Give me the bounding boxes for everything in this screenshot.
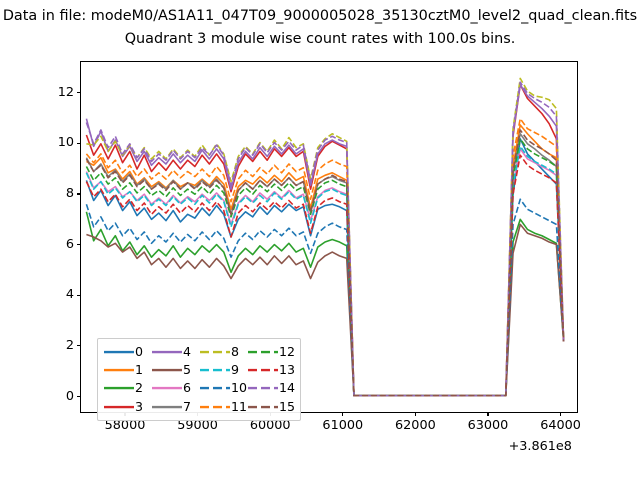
x-tick-label: 59000 xyxy=(177,418,218,433)
series-canvas xyxy=(85,77,565,397)
legend-swatch-1 xyxy=(103,361,135,379)
legend-row: 1 5 9 13 xyxy=(103,361,295,379)
legend-line-sample xyxy=(151,361,183,379)
legend-swatch-14 xyxy=(247,379,279,397)
legend-label-2: 2 xyxy=(135,380,144,396)
legend-label-1: 1 xyxy=(135,362,144,378)
y-tick-mark xyxy=(76,396,80,398)
legend-line-sample xyxy=(103,361,135,379)
legend-swatch-0 xyxy=(103,343,135,361)
legend-label-0: 0 xyxy=(135,344,144,359)
legend-swatch-10 xyxy=(199,379,231,397)
legend-label-13: 13 xyxy=(279,362,296,378)
legend-line-sample xyxy=(199,379,231,397)
series-line-11 xyxy=(85,117,565,397)
legend-swatch-15 xyxy=(247,398,279,416)
plot-area xyxy=(80,61,578,413)
legend-label-4: 4 xyxy=(183,344,192,359)
legend-line-sample xyxy=(247,361,279,379)
legend-label-14: 14 xyxy=(279,380,296,396)
legend-swatch-11 xyxy=(199,398,231,416)
legend[interactable]: 0 4 8 12 1 5 9 13 2 6 10 14 3 7 11 15 xyxy=(97,338,302,421)
x-tick-label: 64000 xyxy=(540,418,581,433)
legend-row: 3 7 11 15 xyxy=(103,398,295,416)
y-tick-label: 0 xyxy=(65,388,74,404)
legend-line-sample xyxy=(151,343,183,361)
legend-label-10: 10 xyxy=(231,380,248,396)
legend-swatch-4 xyxy=(151,343,183,361)
y-tick-mark xyxy=(76,142,80,144)
legend-label-9: 9 xyxy=(231,362,240,378)
x-tick-mark xyxy=(560,412,562,416)
x-tick-mark xyxy=(487,412,489,416)
series-line-15 xyxy=(85,129,565,397)
x-tick-mark xyxy=(414,412,416,416)
y-tick-mark xyxy=(76,294,80,296)
legend-row: 0 4 8 12 xyxy=(103,343,295,361)
legend-line-sample xyxy=(151,398,183,416)
legend-swatch-3 xyxy=(103,398,135,416)
legend-swatch-8 xyxy=(199,343,231,361)
y-tick-label: 10 xyxy=(57,135,74,151)
legend-line-sample xyxy=(103,343,135,361)
legend-label-12: 12 xyxy=(279,344,296,359)
legend-label-15: 15 xyxy=(279,398,296,414)
x-tick-label: 60000 xyxy=(249,418,291,433)
y-tick-label: 8 xyxy=(65,185,74,201)
y-tick-label: 12 xyxy=(57,84,74,100)
legend-label-5: 5 xyxy=(183,362,192,378)
y-tick-mark xyxy=(76,244,80,246)
legend-line-sample xyxy=(247,379,279,397)
legend-swatch-9 xyxy=(199,361,231,379)
x-tick-label: 58000 xyxy=(104,418,146,433)
legend-line-sample xyxy=(103,379,135,397)
legend-swatch-6 xyxy=(151,379,183,397)
axes-title: Quadrant 3 module wise count rates with … xyxy=(124,31,516,47)
legend-swatch-13 xyxy=(247,361,279,379)
legend-line-sample xyxy=(247,398,279,416)
x-tick-label: 62000 xyxy=(395,418,436,433)
x-axis-offset-label: +3.861e8 xyxy=(508,439,572,454)
legend-row: 2 6 10 14 xyxy=(103,379,295,397)
x-tick-label: 61000 xyxy=(322,418,364,433)
legend-swatch-7 xyxy=(151,398,183,416)
legend-label-8: 8 xyxy=(231,344,240,359)
series-line-9 xyxy=(85,145,565,397)
legend-line-sample xyxy=(103,398,135,416)
y-tick-label: 6 xyxy=(65,236,74,252)
legend-label-3: 3 xyxy=(135,398,144,414)
x-tick-mark xyxy=(342,412,344,416)
y-tick-label: 4 xyxy=(65,287,74,303)
figure-suptitle: Data in file: modeM0/AS1A11_047T09_90000… xyxy=(2,8,638,24)
legend-line-sample xyxy=(199,343,231,361)
x-tick-label: 63000 xyxy=(467,418,509,433)
legend-table: 0 4 8 12 1 5 9 13 2 6 10 14 3 7 11 15 xyxy=(103,343,295,416)
y-tick-mark xyxy=(76,92,80,94)
legend-line-sample xyxy=(199,398,231,416)
legend-swatch-12 xyxy=(247,343,279,361)
y-tick-mark xyxy=(76,345,80,347)
legend-line-sample xyxy=(247,343,279,361)
legend-label-11: 11 xyxy=(231,398,248,414)
legend-line-sample xyxy=(199,361,231,379)
legend-label-7: 7 xyxy=(183,398,192,414)
y-tick-mark xyxy=(76,193,80,195)
legend-swatch-2 xyxy=(103,379,135,397)
y-tick-label: 2 xyxy=(65,337,74,353)
legend-swatch-5 xyxy=(151,361,183,379)
legend-label-6: 6 xyxy=(183,380,192,396)
legend-line-sample xyxy=(151,379,183,397)
